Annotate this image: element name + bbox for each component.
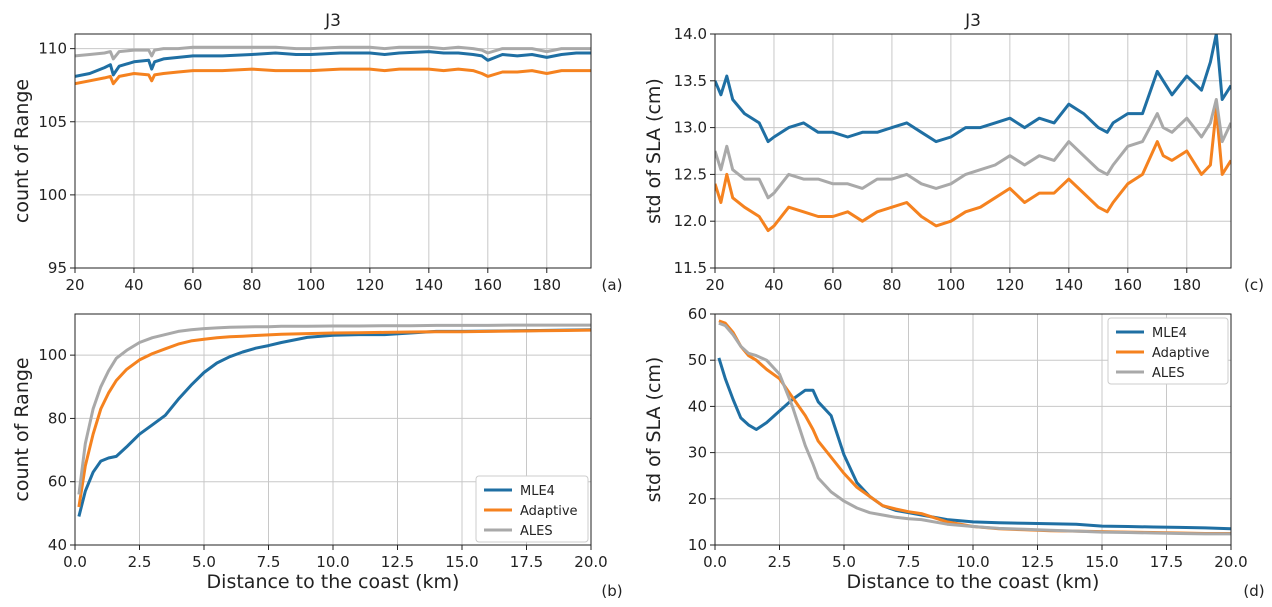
x-tick-label: 20.0 bbox=[1214, 553, 1247, 571]
x-tick-label: 0.0 bbox=[63, 553, 87, 571]
x-tick-label: 5.0 bbox=[192, 553, 216, 571]
y-tick-label: 14.0 bbox=[674, 25, 707, 43]
legend-label: ALES bbox=[520, 524, 553, 539]
y-axis-label: std of SLA (cm) bbox=[643, 357, 665, 503]
plot-frame bbox=[714, 313, 1232, 546]
x-tick-label: 15.0 bbox=[1085, 553, 1118, 571]
x-tick-label: 10.0 bbox=[956, 553, 989, 571]
x-tick-label: 180 bbox=[1172, 276, 1201, 294]
chart-panel: 20 40 60 80 100 120 140 160 180 11.5 12.0 12.5 13.0 1… bbox=[643, 11, 1264, 294]
y-axis-label: count of Range bbox=[11, 79, 33, 223]
panel-label: (d) bbox=[1243, 582, 1264, 600]
chart-panel: 0.0 2.5 5.0 7.5 10.0 12.5 15.0 17.5 20.0 40 60 80 10… bbox=[11, 313, 623, 600]
y-tick-label: 95 bbox=[48, 259, 67, 277]
legend-label: MLE4 bbox=[520, 484, 555, 499]
x-tick-label: 2.5 bbox=[128, 553, 152, 571]
chart-panel: 20 40 60 80 100 120 140 160 180 95 100 105 110 J3 coun… bbox=[11, 11, 622, 294]
x-tick-label: 60 bbox=[823, 276, 842, 294]
y-tick-label: 80 bbox=[48, 409, 67, 427]
y-tick-label: 60 bbox=[688, 305, 707, 323]
plot-frame bbox=[714, 33, 1232, 269]
y-tick-label: 100 bbox=[38, 346, 67, 364]
x-tick-label: 0.0 bbox=[703, 553, 727, 571]
legend-label: Adaptive bbox=[520, 504, 578, 519]
x-tick-label: 17.5 bbox=[510, 553, 543, 571]
y-tick-label: 12.5 bbox=[674, 165, 707, 183]
x-tick-label: 40 bbox=[764, 276, 783, 294]
y-tick-label: 110 bbox=[38, 40, 67, 58]
legend-box bbox=[475, 475, 589, 543]
x-tick-label: 7.5 bbox=[257, 553, 281, 571]
panel-label: (b) bbox=[601, 582, 622, 600]
x-tick-label: 140 bbox=[415, 276, 444, 294]
x-tick-label: 2.5 bbox=[768, 553, 792, 571]
legend: MLE4 Adaptive ALES bbox=[475, 475, 589, 543]
y-tick-label: 13.5 bbox=[674, 72, 707, 90]
y-tick-label: 20 bbox=[688, 490, 707, 508]
chart-panel: 0.0 2.5 5.0 7.5 10.0 12.5 15.0 17.5 20.0 10 20 30 40… bbox=[643, 305, 1265, 600]
x-tick-label: 15.0 bbox=[445, 553, 478, 571]
series-line-ales bbox=[718, 321, 1231, 536]
panel-label: (c) bbox=[1244, 276, 1264, 294]
x-tick-label: 60 bbox=[183, 276, 202, 294]
x-tick-label: 40 bbox=[124, 276, 143, 294]
legend-label: MLE4 bbox=[1152, 326, 1187, 341]
y-tick-label: 105 bbox=[38, 113, 67, 131]
x-tick-label: 120 bbox=[996, 276, 1025, 294]
y-tick-label: 50 bbox=[688, 351, 707, 369]
x-tick-label: 17.5 bbox=[1150, 553, 1183, 571]
chart-title: J3 bbox=[324, 11, 341, 31]
legend-label: Adaptive bbox=[1152, 346, 1210, 361]
y-axis-label: std of SLA (cm) bbox=[643, 78, 665, 224]
legend: MLE4 Adaptive ALES bbox=[1107, 317, 1229, 385]
panel-label: (a) bbox=[602, 276, 623, 294]
series-line-ales bbox=[715, 98, 1231, 200]
series-line-adaptive bbox=[715, 107, 1231, 233]
x-tick-label: 100 bbox=[297, 276, 326, 294]
x-tick-label: 180 bbox=[532, 276, 561, 294]
x-tick-label: 80 bbox=[882, 276, 901, 294]
series-line-ales bbox=[75, 45, 591, 61]
series-line-mle4 bbox=[75, 50, 591, 78]
y-tick-label: 13.0 bbox=[674, 119, 707, 137]
y-tick-label: 12.0 bbox=[674, 212, 707, 230]
x-axis-label: Distance to the coast (km) bbox=[207, 571, 460, 593]
y-tick-label: 30 bbox=[688, 444, 707, 462]
x-tick-label: 12.5 bbox=[1021, 553, 1054, 571]
legend-box bbox=[1107, 317, 1229, 385]
legend-label: ALES bbox=[1152, 366, 1185, 381]
x-tick-label: 20 bbox=[65, 276, 84, 294]
y-tick-label: 40 bbox=[688, 397, 707, 415]
y-tick-label: 11.5 bbox=[674, 259, 707, 277]
x-tick-label: 80 bbox=[242, 276, 261, 294]
x-tick-label: 7.5 bbox=[897, 553, 921, 571]
x-tick-label: 140 bbox=[1055, 276, 1084, 294]
series-line-ales bbox=[77, 323, 591, 495]
x-tick-label: 20 bbox=[705, 276, 724, 294]
y-tick-label: 10 bbox=[688, 536, 707, 554]
plot-frame bbox=[74, 313, 592, 546]
series-line-mle4 bbox=[715, 34, 1231, 144]
series-line-adaptive bbox=[75, 67, 591, 86]
x-tick-label: 10.0 bbox=[316, 553, 349, 571]
y-tick-label: 100 bbox=[38, 186, 67, 204]
y-tick-label: 60 bbox=[48, 473, 67, 491]
series-line-adaptive bbox=[77, 328, 591, 508]
chart-title: J3 bbox=[964, 11, 981, 31]
y-tick-label: 40 bbox=[48, 536, 67, 554]
x-tick-label: 5.0 bbox=[832, 553, 856, 571]
x-tick-label: 100 bbox=[937, 276, 966, 294]
x-tick-label: 160 bbox=[473, 276, 502, 294]
x-tick-label: 160 bbox=[1113, 276, 1142, 294]
y-axis-label: count of Range bbox=[11, 357, 33, 501]
x-tick-label: 12.5 bbox=[381, 553, 414, 571]
x-axis-label: Distance to the coast (km) bbox=[847, 571, 1100, 593]
plot-frame bbox=[74, 33, 592, 269]
x-tick-label: 120 bbox=[356, 276, 385, 294]
x-tick-label: 20.0 bbox=[574, 553, 607, 571]
